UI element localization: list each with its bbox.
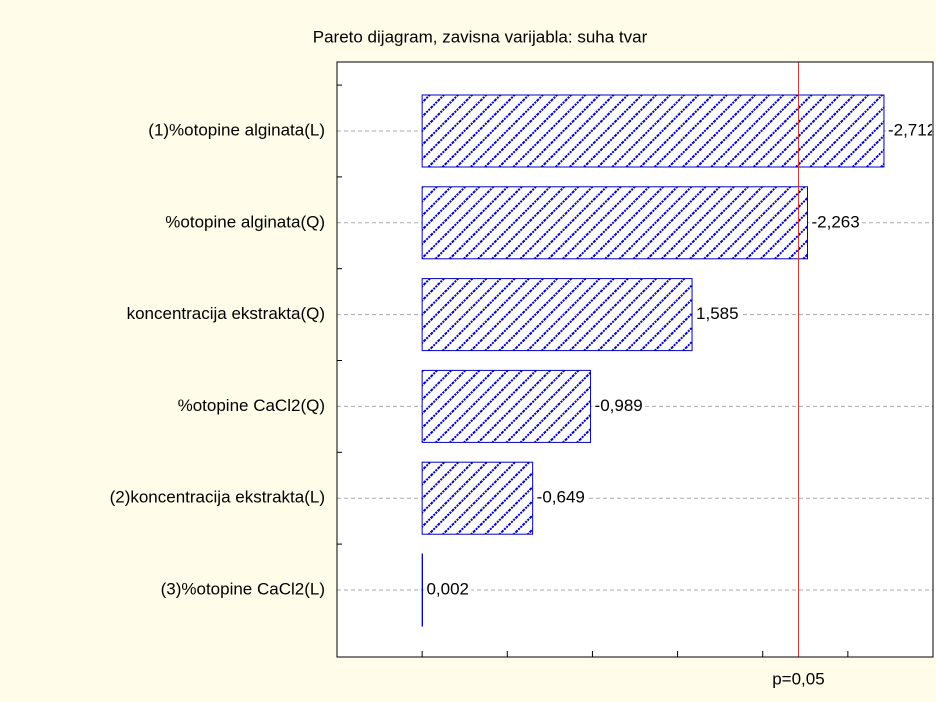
value-label: 1,585	[696, 304, 739, 323]
critical-label: p=0,05	[772, 669, 824, 688]
bar	[421, 94, 885, 168]
plot-frame	[336, 61, 934, 658]
label-bg	[885, 121, 936, 141]
y-tick-label: %otopine alginata(Q)	[165, 212, 325, 231]
value-label: 0,002	[426, 579, 469, 598]
label-bg	[592, 396, 645, 417]
value-label: -2,712	[888, 120, 936, 139]
bar	[421, 369, 592, 443]
y-tick-label: %otopine CaCl2(Q)	[178, 396, 325, 415]
bar	[421, 461, 534, 535]
label-bg	[534, 488, 587, 509]
y-tick-label: (3)%otopine CaCl2(L)	[161, 579, 325, 598]
bar	[421, 278, 693, 352]
label-bg	[694, 304, 741, 325]
label-bg	[424, 580, 472, 600]
y-tick-label: (1)%otopine alginata(L)	[148, 120, 325, 139]
chart-title: Pareto dijagram, zavisna varijabla: suha…	[313, 27, 648, 46]
value-label: -0,989	[595, 396, 643, 415]
y-tick-label: (2)koncentracija ekstrakta(L)	[110, 488, 325, 507]
value-label: -2,263	[811, 212, 859, 231]
bar	[421, 186, 808, 260]
label-bg	[809, 212, 862, 233]
y-tick-label: koncentracija ekstrakta(Q)	[127, 304, 325, 323]
value-label: -0,649	[537, 488, 585, 507]
